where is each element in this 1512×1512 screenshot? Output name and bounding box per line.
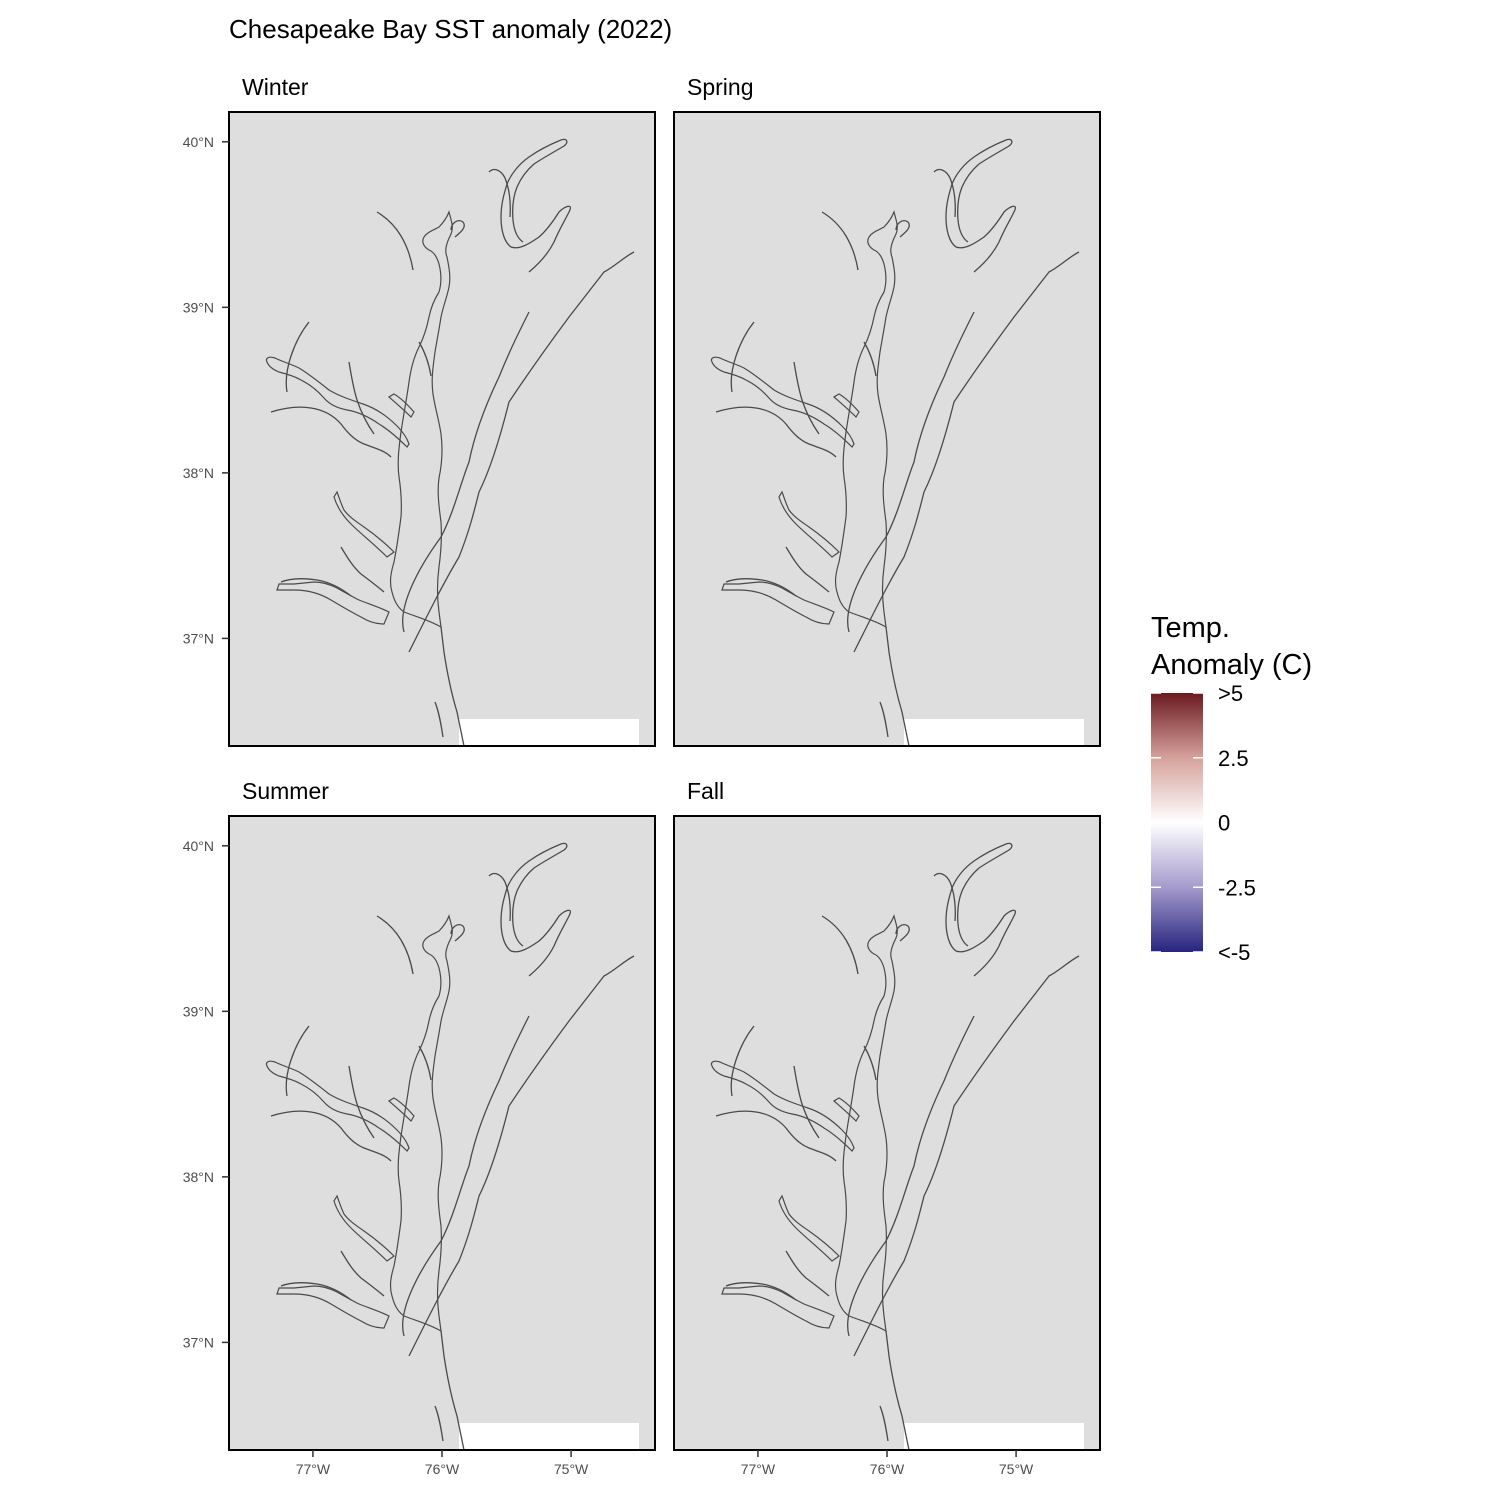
lon-tick-label: 76°W xyxy=(870,1461,905,1477)
map-area-spring xyxy=(674,112,1100,746)
latitude-axis-top: 40°N 39°N 38°N 37°N xyxy=(183,134,229,646)
lat-tick-label: 38°N xyxy=(183,465,214,481)
panel-label-fall: Fall xyxy=(687,778,724,804)
panel-label-spring: Spring xyxy=(687,74,753,100)
panel-border xyxy=(673,111,1101,747)
legend-title-line2: Anomaly (C) xyxy=(1151,649,1312,681)
land-background xyxy=(674,112,1100,746)
legend-ticks: >5 2.5 0 -2.5 <-5 xyxy=(1151,681,1256,965)
no-data-region xyxy=(459,719,639,746)
panel-label-winter: Winter xyxy=(242,74,309,100)
latitude-axis-bottom: 40°N 39°N 38°N 37°N xyxy=(183,838,229,1350)
lon-tick-label: 75°W xyxy=(554,1461,589,1477)
longitude-axis: 77°W 76°W 75°W 77°W 76°W 75°W xyxy=(296,1450,1034,1477)
lon-tick-label: 75°W xyxy=(999,1461,1034,1477)
figure-title: Chesapeake Bay SST anomaly (2022) xyxy=(229,14,672,44)
legend-label: -2.5 xyxy=(1218,875,1256,900)
lon-tick-label: 77°W xyxy=(296,1461,331,1477)
lat-tick-label: 39°N xyxy=(183,1003,214,1019)
lat-tick-label: 37°N xyxy=(183,630,214,646)
no-data-region xyxy=(904,719,1084,746)
panel-winter: Winter xyxy=(228,74,656,747)
land-background xyxy=(229,816,655,1450)
panel-label-summer: Summer xyxy=(242,778,329,804)
lat-tick-label: 40°N xyxy=(183,134,214,150)
panel-spring: Spring xyxy=(673,74,1101,747)
legend-title-line1: Temp. xyxy=(1151,612,1230,644)
panel-border xyxy=(228,111,656,747)
legend-label: 0 xyxy=(1218,811,1230,836)
no-data-region xyxy=(459,1423,639,1450)
color-legend: Temp. Anomaly (C) >5 2.5 0 -2.5 <-5 xyxy=(1151,612,1312,965)
panel-summer: Summer xyxy=(228,778,656,1451)
legend-label: >5 xyxy=(1218,681,1243,706)
lon-tick-label: 77°W xyxy=(741,1461,776,1477)
legend-label: <-5 xyxy=(1218,940,1250,965)
map-area-winter xyxy=(229,112,655,746)
panel-fall: Fall xyxy=(673,778,1101,1451)
legend-label: 2.5 xyxy=(1218,746,1249,771)
lat-tick-label: 39°N xyxy=(183,299,214,315)
map-area-fall xyxy=(674,816,1100,1450)
land-background xyxy=(674,816,1100,1450)
land-background xyxy=(229,112,655,746)
lon-tick-label: 76°W xyxy=(425,1461,460,1477)
lat-tick-label: 37°N xyxy=(183,1334,214,1350)
map-area-summer xyxy=(229,816,655,1450)
lat-tick-label: 38°N xyxy=(183,1169,214,1185)
lat-tick-label: 40°N xyxy=(183,838,214,854)
no-data-region xyxy=(904,1423,1084,1450)
facet-panels: Winter Spring Summer Fall xyxy=(228,74,1101,1451)
